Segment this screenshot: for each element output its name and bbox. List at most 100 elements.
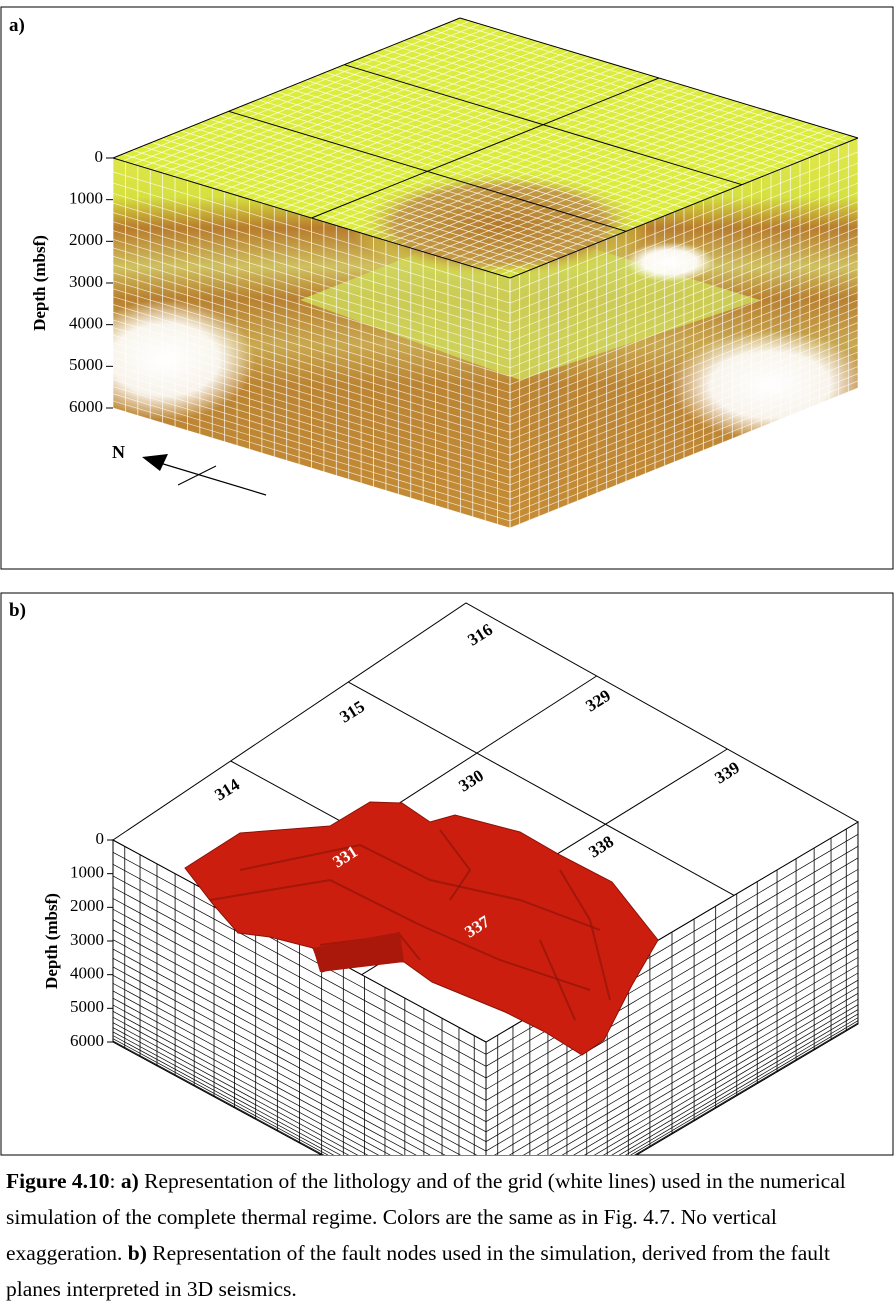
fault-shading bbox=[239, 843, 601, 931]
tick-label: 6000 bbox=[69, 397, 103, 416]
grid-line bbox=[494, 939, 859, 1155]
axis-label: Depth (mbsf) bbox=[30, 235, 49, 331]
panel-b: 3143153163303293393313373380100020003000… bbox=[42, 602, 860, 1155]
grid-line bbox=[499, 134, 849, 276]
tick-label: 4000 bbox=[70, 964, 104, 983]
grid-line bbox=[536, 965, 859, 1155]
grid-line bbox=[630, 1020, 859, 1155]
panel-frame bbox=[0, 6, 894, 570]
grid-line bbox=[360, 92, 709, 234]
north-arrow-cross bbox=[177, 465, 217, 486]
grid-line bbox=[112, 311, 511, 433]
grid-line bbox=[509, 210, 859, 351]
block-line bbox=[112, 157, 511, 279]
caption-label: b) bbox=[127, 1241, 147, 1265]
caption-label: a) bbox=[120, 1169, 139, 1193]
grid-line bbox=[450, 119, 799, 261]
grid-line bbox=[112, 238, 511, 360]
grid-line bbox=[112, 334, 511, 456]
grid-line bbox=[112, 1040, 325, 1155]
grid-line bbox=[112, 863, 487, 1067]
grid-line bbox=[508, 948, 859, 1155]
grid-line bbox=[509, 373, 859, 515]
grid-line bbox=[291, 71, 640, 213]
grid-line bbox=[509, 268, 859, 410]
grid-line bbox=[509, 201, 859, 342]
fault-shading bbox=[559, 869, 611, 1001]
tick-label: 5000 bbox=[70, 997, 104, 1016]
grid-line bbox=[470, 125, 819, 267]
grid-line bbox=[509, 260, 859, 402]
grid-line bbox=[112, 371, 511, 493]
grid-line bbox=[509, 366, 859, 507]
grid-line bbox=[509, 227, 859, 369]
fault-shading bbox=[209, 878, 591, 991]
grid-line bbox=[112, 280, 511, 402]
grid-line bbox=[112, 990, 417, 1155]
grid-line bbox=[231, 53, 580, 195]
caption-text: Representation of the fault nodes used i… bbox=[6, 1241, 830, 1301]
grid-line bbox=[420, 110, 769, 252]
grid-line bbox=[112, 247, 511, 369]
grid-line bbox=[112, 212, 511, 333]
panel-label: a) bbox=[9, 15, 25, 36]
grid-line bbox=[509, 151, 859, 293]
grid-line bbox=[122, 20, 471, 162]
grid-line bbox=[351, 89, 699, 231]
grid-line bbox=[112, 1041, 323, 1155]
grid-line bbox=[182, 38, 530, 180]
panel-label: b) bbox=[9, 600, 26, 621]
grid-line bbox=[112, 230, 511, 351]
grid-line bbox=[321, 80, 670, 222]
grid-line bbox=[523, 957, 859, 1155]
grid-line bbox=[112, 1016, 369, 1155]
fault-shading bbox=[539, 939, 576, 1021]
grid-line bbox=[112, 288, 511, 410]
grid-line bbox=[603, 1004, 859, 1155]
grid-line bbox=[509, 359, 859, 500]
north-arrow bbox=[159, 462, 267, 496]
grid-line bbox=[509, 172, 859, 314]
grid-line bbox=[222, 50, 570, 192]
grid-line bbox=[271, 65, 620, 207]
grid-line bbox=[485, 901, 859, 1123]
grid-line bbox=[430, 113, 779, 255]
grid-line bbox=[380, 98, 729, 240]
tick-label: 2000 bbox=[70, 896, 104, 915]
grid-line bbox=[509, 380, 859, 522]
block-line bbox=[348, 681, 735, 896]
grid-line bbox=[112, 1004, 391, 1155]
grid-line bbox=[509, 252, 859, 394]
grid-line bbox=[172, 35, 520, 177]
grid-line bbox=[400, 104, 749, 246]
grid-line bbox=[112, 364, 511, 486]
grid-line bbox=[509, 344, 859, 486]
grid-line bbox=[301, 74, 650, 216]
north-arrow-head bbox=[142, 454, 168, 471]
grid-line bbox=[573, 986, 859, 1155]
grid-line bbox=[112, 919, 487, 1123]
grid-line bbox=[341, 86, 689, 228]
grid-line bbox=[112, 851, 487, 1055]
grid-line bbox=[509, 337, 859, 478]
tick-label: 1000 bbox=[69, 189, 103, 208]
grid-line bbox=[490, 131, 839, 273]
grid-line bbox=[561, 979, 859, 1155]
grid-line bbox=[112, 264, 511, 385]
grid-line bbox=[112, 171, 511, 293]
tick-label: 0 bbox=[95, 147, 104, 166]
white-zone bbox=[670, 330, 870, 440]
grid-line bbox=[509, 182, 859, 324]
grid-line bbox=[549, 972, 859, 1155]
grid-line bbox=[485, 890, 859, 1112]
grid-line bbox=[509, 192, 859, 333]
grid-line bbox=[261, 62, 610, 204]
grid-line bbox=[112, 202, 511, 324]
grid-line bbox=[509, 322, 859, 463]
grid-line bbox=[509, 276, 859, 418]
grid-line bbox=[509, 235, 859, 377]
grid-line bbox=[112, 887, 487, 1090]
grid-line bbox=[509, 314, 859, 456]
grid-line bbox=[485, 880, 859, 1101]
grid-line bbox=[112, 1027, 350, 1155]
